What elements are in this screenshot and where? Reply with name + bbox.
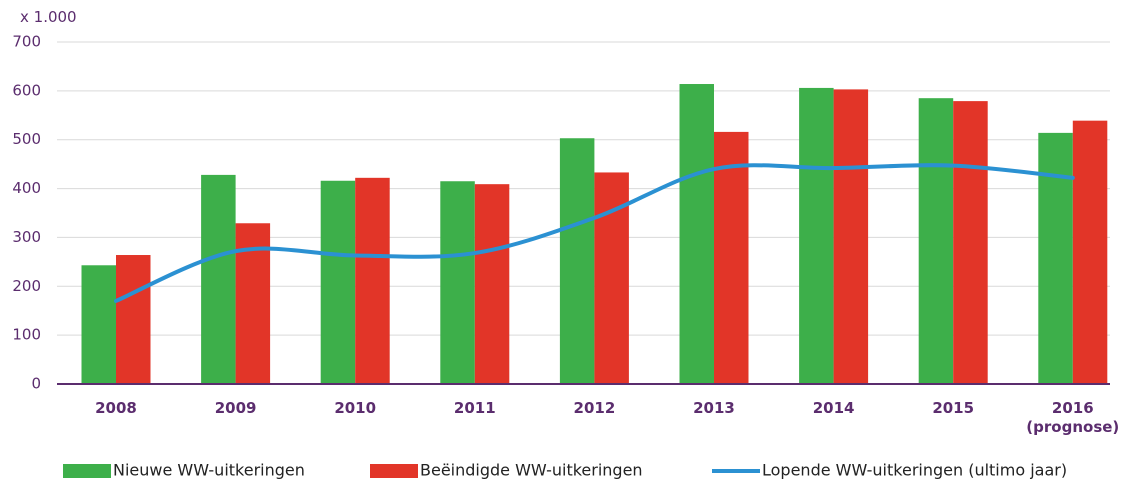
x-tick-label: 2016 (prognose) xyxy=(1026,399,1119,436)
y-tick-label: 0 xyxy=(31,375,41,393)
x-tick-label-line: 2016 xyxy=(1052,399,1094,417)
x-tick-label: 2012 xyxy=(574,399,616,417)
line xyxy=(114,163,1075,303)
bar xyxy=(559,138,595,384)
x-tick-label: 2013 xyxy=(693,399,735,417)
bar xyxy=(116,255,151,384)
bar xyxy=(1038,132,1073,384)
bar xyxy=(320,180,356,384)
legend-label: Beëindigde WW-uitkeringen xyxy=(420,461,643,480)
y-tick-label: 100 xyxy=(12,326,41,344)
y-unit-label: x 1.000 xyxy=(20,8,77,26)
y-tick-label: 600 xyxy=(12,81,41,99)
bar xyxy=(799,87,834,384)
bar xyxy=(355,177,390,384)
bar xyxy=(679,84,714,384)
x-tick-label: 2014 xyxy=(813,399,855,417)
x-tick-label: 2009 xyxy=(215,399,257,417)
bar xyxy=(474,184,510,384)
y-tick-label: 500 xyxy=(12,130,41,148)
y-tick-label: 300 xyxy=(12,228,41,246)
y-tick-label: 700 xyxy=(12,33,41,51)
legend-swatch xyxy=(63,464,111,478)
legend-label: Nieuwe WW-uitkeringen xyxy=(113,461,305,480)
x-tick-label-line: (prognose) xyxy=(1026,418,1119,436)
x-tick-label: 2010 xyxy=(334,399,376,417)
y-tick-label: 400 xyxy=(12,179,41,197)
bar xyxy=(953,101,988,385)
x-tick-label: 2008 xyxy=(95,399,137,417)
bar xyxy=(81,265,116,384)
bar xyxy=(918,98,954,384)
legend-swatch xyxy=(370,464,418,478)
bar xyxy=(833,89,869,385)
bar xyxy=(1072,120,1108,384)
bar xyxy=(201,174,236,384)
bar xyxy=(440,181,475,384)
y-tick-label: 200 xyxy=(12,277,41,295)
x-tick-label: 2015 xyxy=(932,399,974,417)
bar xyxy=(714,131,749,384)
x-tick-label: 2011 xyxy=(454,399,496,417)
legend-label: Lopende WW-uitkeringen (ultimo jaar) xyxy=(762,461,1067,480)
